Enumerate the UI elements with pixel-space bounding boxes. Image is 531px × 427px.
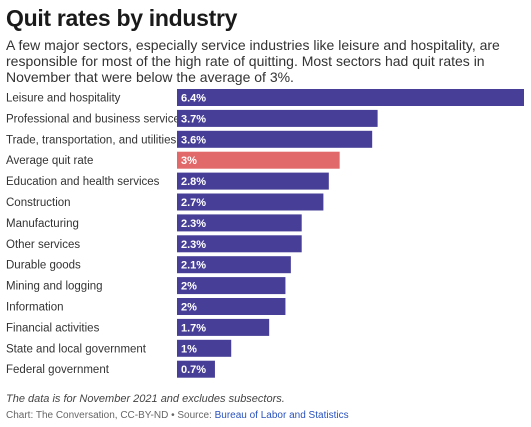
category-label-average-quit-rate: Average quit rate	[6, 155, 93, 167]
value-label-federal-government: 0.7%	[181, 364, 206, 376]
bar-construction	[177, 193, 324, 211]
bar-other-services	[177, 235, 302, 253]
bar-manufacturing	[177, 214, 302, 232]
bar-durable-goods	[177, 256, 291, 274]
category-label-state-and-local-government: State and local government	[6, 343, 147, 355]
chart-title: Quit rates by industry	[6, 5, 238, 31]
bar-average-quit-rate	[177, 151, 340, 169]
value-label-professional-and-business-services: 3.7%	[181, 113, 206, 125]
value-label-information: 2%	[181, 302, 197, 314]
category-label-professional-and-business-services: Professional and business services	[6, 113, 186, 125]
value-label-other-services: 2.3%	[181, 239, 206, 251]
category-label-construction: Construction	[6, 197, 71, 209]
category-label-manufacturing: Manufacturing	[6, 218, 79, 230]
value-label-durable-goods: 2.1%	[181, 260, 206, 272]
category-label-mining-and-logging: Mining and logging	[6, 281, 103, 293]
value-label-financial-activities: 1.7%	[181, 322, 206, 334]
bar-chart: Leisure and hospitality 6.4% Professional …	[6, 89, 524, 378]
value-label-education-and-health-services: 2.8%	[181, 176, 206, 188]
value-label-construction: 2.7%	[181, 197, 206, 209]
value-label-trade-transportation-and-utilities: 3.6%	[181, 134, 206, 146]
bar-federal-government	[177, 360, 215, 378]
bar-trade-transportation-and-utilities	[177, 130, 373, 148]
value-label-manufacturing: 2.3%	[181, 218, 206, 230]
category-label-education-and-health-services: Education and health services	[6, 176, 160, 188]
category-label-information: Information	[6, 302, 64, 314]
chart-subtitle: A few major sectors, especially service …	[6, 37, 500, 85]
value-label-leisure-and-hospitality: 6.4%	[181, 93, 206, 105]
bar-state-and-local-government	[177, 339, 232, 357]
category-label-durable-goods: Durable goods	[6, 260, 81, 272]
value-label-state-and-local-government: 1%	[181, 343, 197, 355]
bar-professional-and-business-services	[177, 109, 378, 127]
source-link[interactable]: Bureau of Labor and Statistics	[214, 410, 349, 421]
bar-financial-activities	[177, 318, 270, 336]
value-label-mining-and-logging: 2%	[181, 281, 197, 293]
value-label-average-quit-rate: 3%	[181, 155, 197, 167]
category-label-leisure-and-hospitality: Leisure and hospitality	[6, 93, 121, 105]
category-label-financial-activities: Financial activities	[6, 322, 100, 334]
bar-mining-and-logging	[177, 277, 286, 295]
bar-information	[177, 298, 286, 315]
category-label-other-services: Other services	[6, 239, 80, 251]
chart-credit: Chart: The Conversation, CC-BY-ND • Sour…	[6, 410, 349, 421]
bar-leisure-and-hospitality	[177, 89, 524, 106]
category-label-trade-transportation-and-utilities: Trade, transportation, and utilities	[6, 134, 176, 146]
bar-education-and-health-services	[177, 172, 329, 190]
chart-note: The data is for November 2021 and exclud…	[6, 393, 285, 405]
credit-text: Chart: The Conversation, CC-BY-ND • Sour…	[6, 410, 212, 421]
category-label-federal-government: Federal government	[6, 364, 110, 376]
